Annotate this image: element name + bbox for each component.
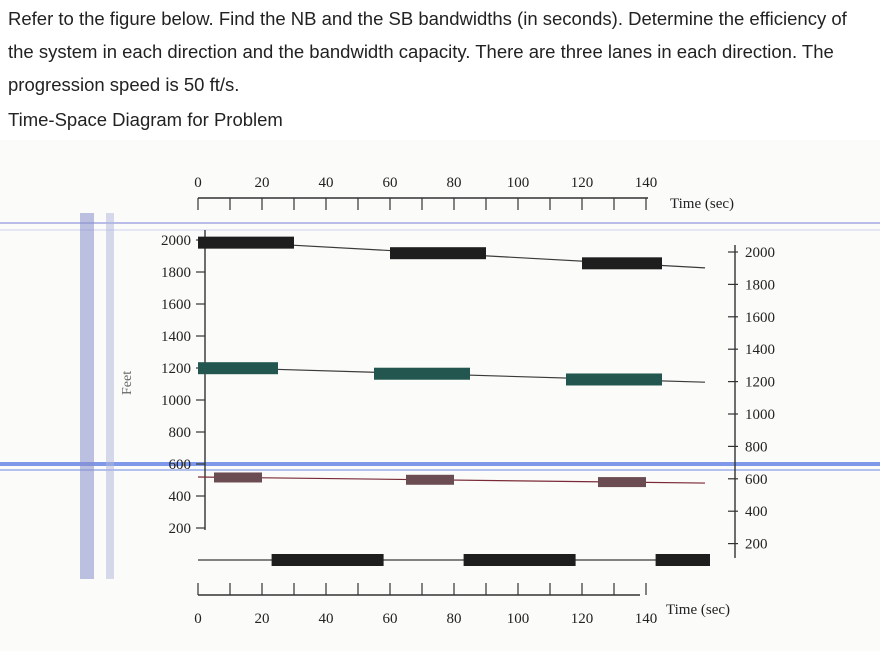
distance-tick-label-left: 1400 xyxy=(161,329,191,345)
distance-tick-label-left: 800 xyxy=(169,425,192,441)
signal-red-interval xyxy=(598,477,646,488)
time-axis-title-top: Time (sec) xyxy=(670,196,734,212)
distance-tick-label-left: 1600 xyxy=(161,297,191,313)
signal-red-interval xyxy=(198,236,294,249)
distance-tick-label-left: 600 xyxy=(169,457,192,473)
distance-tick-label-right: 1400 xyxy=(745,342,775,358)
problem-statement: Refer to the figure below. Find the NB a… xyxy=(8,8,847,95)
distance-tick-label-right: 200 xyxy=(745,537,768,553)
signal-red-interval xyxy=(198,362,278,375)
distance-tick-label-right: 400 xyxy=(745,504,768,520)
distance-tick-label-right: 1000 xyxy=(745,407,775,423)
time-tick-label-top: 140 xyxy=(635,175,658,191)
distance-tick-label-left: 1000 xyxy=(161,393,191,409)
y-axis-title: Feet xyxy=(120,371,135,395)
signal-red-interval xyxy=(566,373,662,386)
time-tick-label-top: 80 xyxy=(447,175,462,191)
distance-tick-label-left: 1200 xyxy=(161,361,191,377)
time-tick-label-top: 60 xyxy=(383,175,398,191)
distance-tick-label-left: 200 xyxy=(169,521,192,537)
scan-edge-strip xyxy=(106,213,114,579)
time-tick-label-bottom: 140 xyxy=(635,611,658,627)
signal-red-interval xyxy=(582,257,662,270)
time-tick-label-top: 20 xyxy=(255,175,270,191)
signal-red-interval xyxy=(463,554,576,566)
signal-red-interval xyxy=(214,472,262,483)
time-tick-label-bottom: 60 xyxy=(383,611,398,627)
distance-tick-label-right: 1600 xyxy=(745,310,775,326)
distance-tick-label-right: 600 xyxy=(745,472,768,488)
time-tick-label-top: 100 xyxy=(507,175,530,191)
distance-tick-label-right: 800 xyxy=(745,439,768,455)
distance-tick-label-left: 2000 xyxy=(161,233,191,249)
distance-tick-label-left: 1800 xyxy=(161,265,191,281)
distance-tick-label-right: 1800 xyxy=(745,277,775,293)
time-tick-label-top: 120 xyxy=(571,175,594,191)
time-tick-label-bottom: 40 xyxy=(319,611,334,627)
signal-red-interval xyxy=(390,247,486,260)
time-tick-label-top: 40 xyxy=(319,175,334,191)
signal-red-interval xyxy=(271,554,384,566)
distance-tick-label-left: 400 xyxy=(169,489,192,505)
time-space-diagram: Time (sec) Time (sec) Feet 0 0 20 20 40 40 60 6… xyxy=(0,140,880,651)
scan-background xyxy=(0,140,880,651)
time-tick-label-bottom: 120 xyxy=(571,611,594,627)
time-tick-label-bottom: 80 xyxy=(447,611,462,627)
distance-tick-label-right: 2000 xyxy=(745,245,775,261)
scan-edge-strip xyxy=(80,213,94,579)
time-tick-label-bottom: 0 xyxy=(194,611,202,627)
figure-caption: Time-Space Diagram for Problem xyxy=(8,109,283,130)
distance-tick-label-right: 1200 xyxy=(745,375,775,391)
time-tick-label-top: 0 xyxy=(194,175,202,191)
signal-red-interval xyxy=(406,474,454,485)
time-tick-label-bottom: 100 xyxy=(507,611,530,627)
signal-red-interval xyxy=(655,554,710,566)
time-tick-label-bottom: 20 xyxy=(255,611,270,627)
signal-red-interval xyxy=(374,367,470,380)
time-axis-title-bottom: Time (sec) xyxy=(666,602,730,618)
